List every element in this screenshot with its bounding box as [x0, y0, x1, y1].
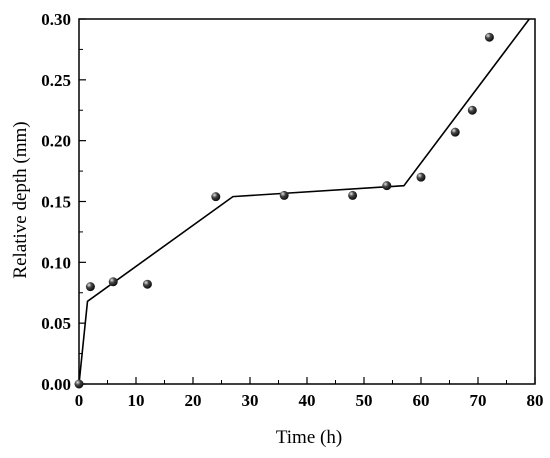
y-tick-label: 0.30 — [41, 10, 71, 29]
y-tick-label: 0.00 — [41, 375, 71, 394]
x-axis-title: Time (h) — [276, 427, 342, 448]
fit-line-layer — [78, 18, 530, 385]
x-tick-label: 60 — [413, 391, 430, 410]
data-point — [382, 181, 392, 191]
plot-frame — [78, 18, 536, 385]
data-point — [450, 127, 460, 137]
data-point — [85, 282, 95, 292]
x-tick-label: 70 — [470, 391, 487, 410]
x-tick-label: 50 — [356, 391, 373, 410]
data-point — [279, 190, 289, 200]
data-point — [211, 192, 221, 202]
data-point — [74, 379, 84, 389]
data-points — [74, 32, 494, 389]
ticks — [78, 18, 536, 385]
y-tick-label: 0.05 — [41, 314, 71, 333]
x-tick-label: 80 — [527, 391, 544, 410]
x-tick-label: 20 — [185, 391, 202, 410]
x-tick-label: 10 — [128, 391, 145, 410]
data-point — [484, 32, 494, 42]
data-point — [467, 105, 477, 115]
x-tick-label: 40 — [299, 391, 316, 410]
data-point — [416, 172, 426, 182]
tick-labels: 0 10 20 30 40 50 60 70 80 0.00 0.05 0.10 0.15 0.20 0.2… — [41, 10, 543, 410]
y-tick-label: 0.15 — [41, 193, 71, 212]
data-point — [142, 279, 152, 289]
y-tick-label: 0.25 — [41, 71, 71, 90]
data-point — [108, 277, 118, 287]
y-tick-label: 0.20 — [41, 132, 71, 151]
x-tick-label: 0 — [75, 391, 84, 410]
fit-line — [78, 18, 530, 385]
y-tick-label: 0.10 — [41, 253, 71, 272]
x-tick-label: 30 — [242, 391, 259, 410]
data-point — [348, 190, 358, 200]
y-axis-title: Relative depth (mm) — [10, 121, 31, 278]
